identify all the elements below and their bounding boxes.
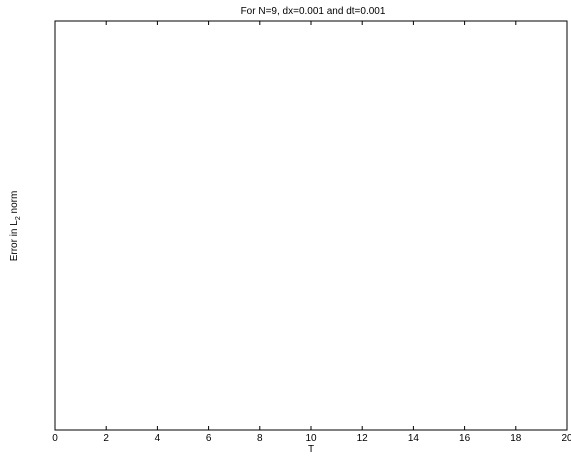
x-tick-label-6: 6: [206, 433, 212, 444]
x-tick-label-0: 0: [52, 433, 58, 444]
x-axis-label: T: [308, 444, 314, 455]
x-tick-label-16: 16: [459, 433, 471, 444]
x-tick-label-2: 2: [103, 433, 109, 444]
x-tick-label-14: 14: [408, 433, 420, 444]
x-tick-labels: 0 2 4 6 8 10 12 14 16 18 20: [52, 433, 571, 444]
y-axis-label-main: Error in L: [9, 220, 20, 262]
x-tick-label-10: 10: [305, 433, 317, 444]
y-axis-label-subscript: 2: [15, 216, 22, 220]
axis-ticks: [54, 21, 568, 430]
x-tick-label-4: 4: [155, 433, 161, 444]
y-axis-label-suffix: norm: [9, 191, 20, 217]
y-axis-label: Error in L2 norm: [9, 191, 22, 262]
x-tick-label-8: 8: [257, 433, 263, 444]
x-tick-label-18: 18: [510, 433, 522, 444]
chart-title: For N=9, dx=0.001 and dt=0.001: [241, 6, 386, 17]
plot-area: [54, 20, 568, 431]
x-tick-label-20: 20: [561, 433, 571, 444]
x-tick-label-12: 12: [357, 433, 369, 444]
